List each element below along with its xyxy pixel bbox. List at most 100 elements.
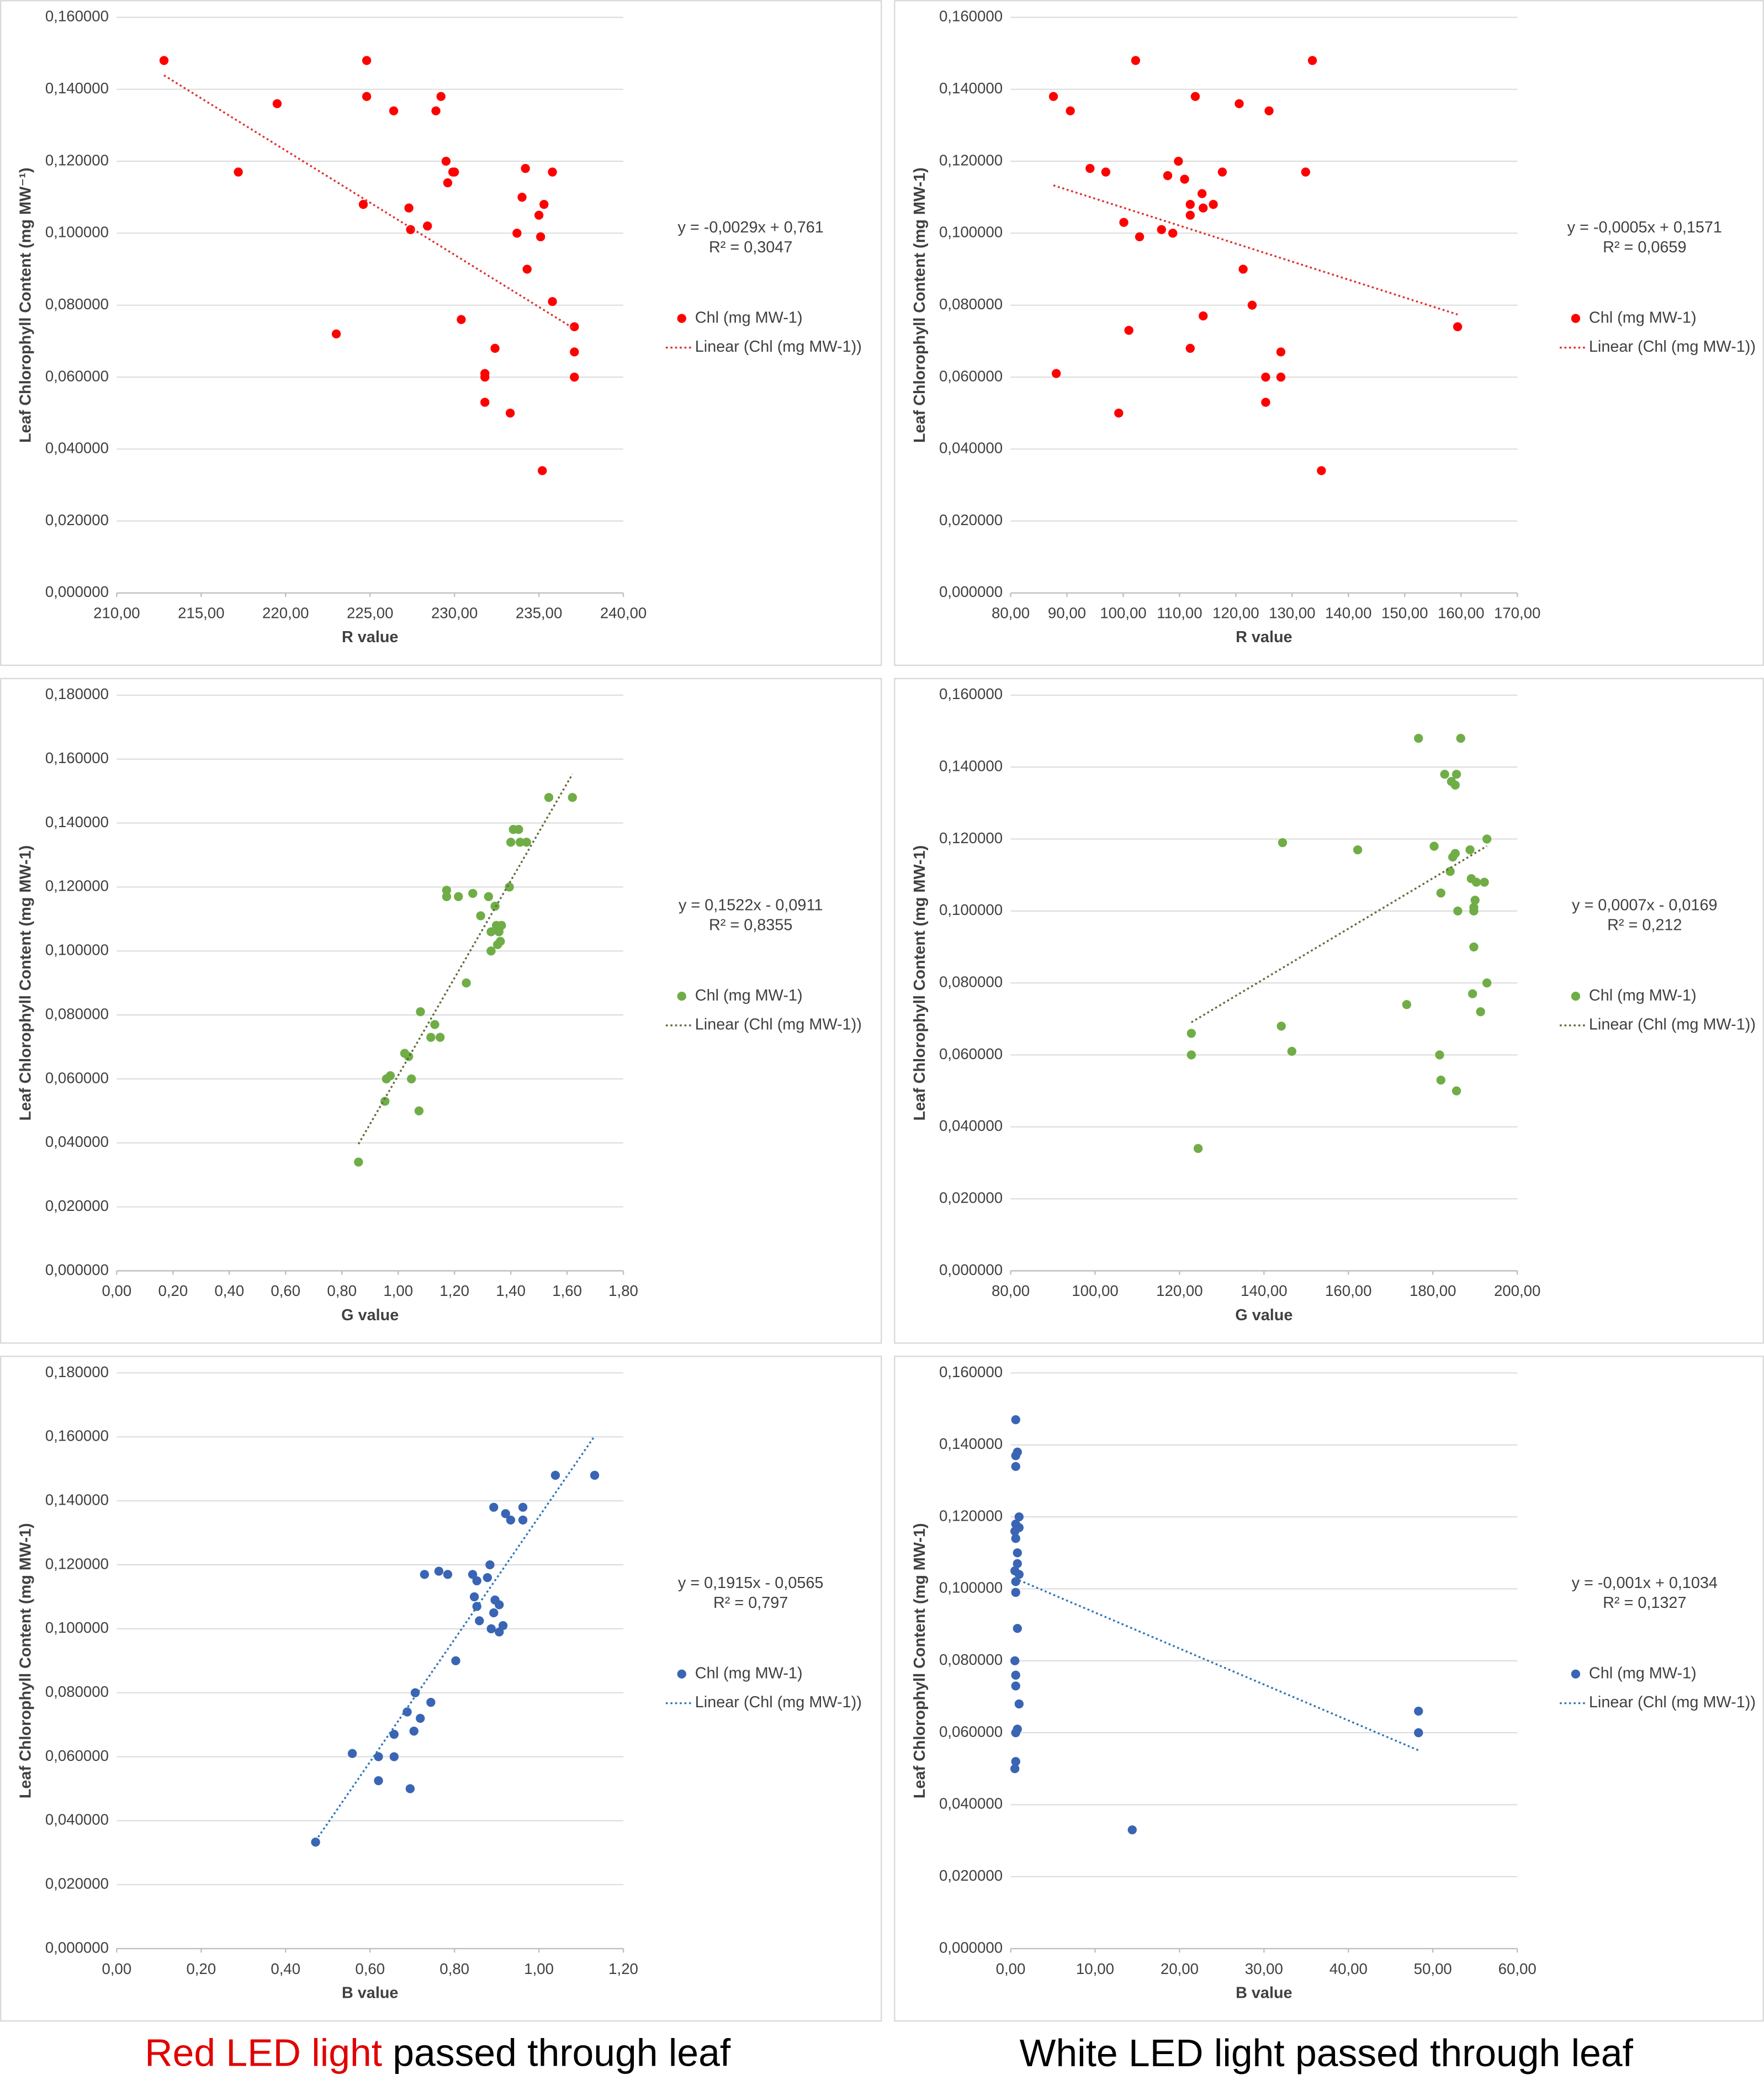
y-tick-label: 0,080000	[45, 295, 109, 313]
point	[1402, 1000, 1411, 1009]
x-tick-label: 170,00	[1494, 605, 1540, 622]
point	[469, 1592, 479, 1602]
x-axis-label: G value	[1235, 1306, 1292, 1324]
legend-label: Linear (Chl (mg MW-1))	[1589, 1016, 1756, 1034]
point	[1482, 978, 1492, 988]
legend-marker	[677, 314, 686, 323]
point	[514, 825, 523, 834]
y-tick-label: 0,000000	[45, 1939, 109, 1956]
y-tick-label: 0,100000	[45, 1619, 109, 1636]
y-tick-label: 0,060000	[45, 367, 109, 384]
point	[1436, 1075, 1445, 1085]
point	[570, 372, 579, 382]
panel-frame	[0, 678, 882, 1344]
point	[389, 1752, 399, 1761]
y-tick-label: 0,100000	[939, 1579, 1003, 1596]
point	[484, 892, 494, 901]
point	[468, 888, 478, 898]
point	[1301, 167, 1310, 177]
point	[159, 56, 169, 65]
point	[1436, 888, 1445, 898]
point	[1010, 1527, 1020, 1536]
point	[550, 1470, 560, 1480]
y-tick-label: 0,080000	[939, 973, 1003, 990]
point	[472, 1576, 481, 1586]
point	[1185, 210, 1195, 220]
y-tick-label: 0,140000	[45, 1491, 109, 1508]
point	[1450, 849, 1460, 858]
y-tick-label: 0,020000	[45, 511, 109, 528]
x-tick-label: 1,80	[608, 1282, 638, 1299]
x-tick-label: 0,00	[102, 1282, 132, 1299]
y-axis-label: Leaf Chlorophyll Content (mg MW⁻¹)	[17, 167, 35, 443]
point	[374, 1776, 383, 1786]
point	[548, 167, 557, 177]
panel-frame	[0, 0, 882, 666]
point	[385, 1071, 395, 1081]
y-tick-label: 0,060000	[939, 367, 1003, 384]
y-tick-label: 0,140000	[45, 80, 109, 97]
legend-label: Chl (mg MW-1)	[1589, 309, 1697, 326]
legend-label: Chl (mg MW-1)	[695, 987, 803, 1004]
point	[1452, 770, 1461, 779]
x-tick-label: 90,00	[1048, 605, 1086, 622]
x-axis-label: R value	[342, 628, 399, 646]
x-tick-label: 10,00	[1076, 1960, 1114, 1977]
y-tick-label: 0,120000	[939, 151, 1003, 168]
point	[480, 369, 490, 378]
y-tick-label: 0,000000	[939, 583, 1003, 600]
trend-equation: y = -0,001x + 0,1034	[1572, 1574, 1718, 1592]
x-tick-label: 0,00	[102, 1960, 132, 1977]
x-tick-label: 1,20	[439, 1282, 469, 1299]
y-axis-label: Leaf Chlorophyll Content (mg MW-1)	[17, 845, 35, 1121]
legend-marker	[1571, 1669, 1581, 1679]
caption-highlight: Red LED light	[145, 2031, 382, 2074]
point	[454, 892, 463, 901]
point	[505, 408, 515, 418]
y-tick-label: 0,060000	[939, 1045, 1003, 1062]
x-tick-label: 140,00	[1241, 1282, 1287, 1299]
trendline	[357, 774, 574, 1145]
point	[506, 838, 516, 847]
point	[496, 936, 505, 946]
point	[405, 1784, 415, 1793]
point	[1190, 92, 1200, 101]
point	[475, 1616, 484, 1626]
point	[410, 1688, 420, 1697]
point	[1429, 841, 1439, 851]
x-tick-label: 220,00	[262, 605, 309, 622]
x-tick-label: 120,00	[1156, 1282, 1203, 1299]
trend-r-squared: R² = 0,212	[1607, 917, 1682, 934]
legend-label: Chl (mg MW-1)	[1589, 1664, 1697, 1682]
point	[1482, 834, 1492, 844]
y-tick-label: 0,120000	[939, 829, 1003, 846]
point	[486, 1624, 496, 1634]
caption: Red LED light passed through leaf	[145, 2031, 731, 2074]
legend-label: Chl (mg MW-1)	[695, 309, 803, 326]
point	[1011, 1415, 1020, 1425]
y-tick-label: 0,100000	[939, 224, 1003, 241]
point	[506, 1515, 516, 1525]
point	[1051, 369, 1061, 378]
trend-equation: y = -0,0005x + 0,1571	[1567, 219, 1722, 236]
point	[436, 92, 446, 101]
y-tick-label: 0,160000	[939, 1363, 1003, 1380]
y-axis-label: Leaf Chlorophyll Content (mg MW-1)	[911, 1523, 929, 1798]
point	[416, 1713, 425, 1723]
panel-frame	[0, 1356, 882, 2022]
y-tick-label: 0,120000	[45, 1555, 109, 1572]
point	[441, 156, 451, 166]
point	[548, 297, 557, 306]
x-tick-label: 140,00	[1325, 605, 1371, 622]
point	[1307, 56, 1317, 65]
point	[538, 466, 547, 475]
point	[362, 56, 372, 65]
point	[486, 946, 496, 956]
y-tick-label: 0,040000	[939, 1795, 1003, 1812]
y-axis-label: Leaf Chlorophyll Content (mg MW-1)	[17, 1523, 35, 1798]
y-tick-label: 0,000000	[45, 1261, 109, 1278]
point	[409, 1727, 419, 1736]
x-tick-label: 215,00	[178, 605, 224, 622]
trend-r-squared: R² = 0,797	[713, 1594, 788, 1612]
